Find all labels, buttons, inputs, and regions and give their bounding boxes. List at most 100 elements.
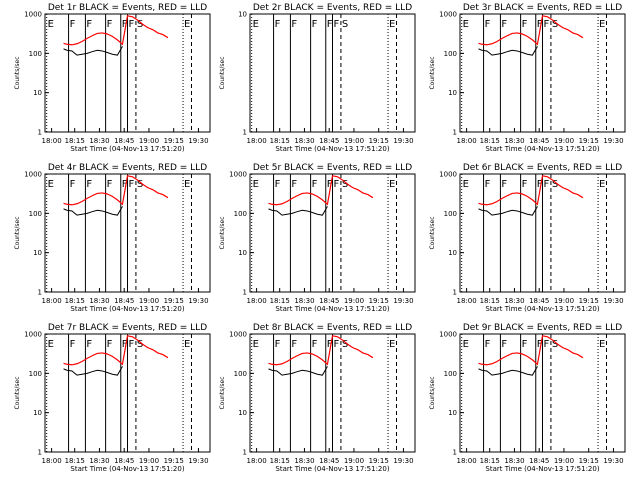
flag-marker: E xyxy=(253,19,259,30)
x-tick-label: 18:45 xyxy=(529,457,549,465)
y-tick-label: 10 xyxy=(238,249,247,257)
flag-marker: F xyxy=(129,19,135,30)
x-tick-label: 19:30 xyxy=(393,457,413,465)
x-tick-label: 18:30 xyxy=(504,457,524,465)
lld-series xyxy=(64,336,168,365)
events-series xyxy=(64,46,123,55)
x-tick-label: 18:30 xyxy=(89,137,109,145)
flag-marker: E xyxy=(389,19,395,30)
flag-marker: F xyxy=(501,19,507,30)
y-axis-label: Counts/sec xyxy=(429,216,436,249)
y-tick-label: 10 xyxy=(448,249,457,257)
x-tick-label: 18:45 xyxy=(529,297,549,305)
flag-marker: F xyxy=(275,339,281,350)
flag-marker: F xyxy=(312,339,318,350)
lld-series xyxy=(479,16,583,45)
flag-marker: F xyxy=(522,179,528,190)
chart-title: Det 5r BLACK = Events, RED = LLD xyxy=(253,163,412,173)
x-tick-label: 18:30 xyxy=(504,297,524,305)
flag-marker: E xyxy=(599,339,605,350)
flag-marker: F xyxy=(129,179,135,190)
flag-marker: E xyxy=(389,179,395,190)
x-tick-label: 18:00 xyxy=(247,297,267,305)
panel-2: Det 2r BLACK = Events, RED = LLD 1 10 18:00… xyxy=(219,3,415,153)
flag-marker: E xyxy=(463,179,469,190)
x-tick-label: 19:15 xyxy=(579,137,599,145)
y-tick-label: 1 xyxy=(243,129,247,137)
y-tick-label: 10 xyxy=(238,11,247,19)
flag-marker: F xyxy=(485,179,491,190)
figure: Det 1r BLACK = Events, RED = LLD11010010… xyxy=(0,0,640,480)
y-tick-label: 1000 xyxy=(439,331,457,339)
x-tick-label: 19:00 xyxy=(554,137,574,145)
x-tick-label: 19:30 xyxy=(393,297,413,305)
y-axis-label: Counts/sec xyxy=(219,56,226,89)
flag-marker: F xyxy=(327,19,333,30)
x-tick-label: 19:00 xyxy=(139,297,159,305)
y-tick-label: 100 xyxy=(29,370,42,378)
flag-marker: F xyxy=(70,179,76,190)
y-tick-label: 1000 xyxy=(24,331,42,339)
y-tick-label: 100 xyxy=(234,210,247,218)
y-tick-label: 10 xyxy=(33,249,42,257)
x-tick-label: 19:00 xyxy=(554,457,574,465)
panel-3: Det 3r BLACK = Events, RED = LLD11010010… xyxy=(429,3,625,153)
lld-series xyxy=(479,176,583,205)
y-tick-label: 1000 xyxy=(229,171,247,179)
flag-marker: F xyxy=(70,19,76,30)
events-series xyxy=(64,206,123,215)
y-tick-label: 1 xyxy=(453,449,457,457)
flag-marker: F xyxy=(485,19,491,30)
flag-marker: F xyxy=(129,339,135,350)
x-tick-label: 18:45 xyxy=(319,457,339,465)
flag-marker: F xyxy=(291,19,297,30)
x-axis-label: Start Time (04-Nov-13 17:51:20) xyxy=(70,465,184,473)
x-tick-label: 18:00 xyxy=(42,457,62,465)
x-tick-label: 19:15 xyxy=(579,297,599,305)
x-tick-label: 19:00 xyxy=(139,137,159,145)
flag-marker: F xyxy=(334,19,340,30)
x-axis-label: Start Time (04-Nov-13 17:51:20) xyxy=(485,305,599,313)
x-tick-label: 19:15 xyxy=(579,457,599,465)
flag-marker: F xyxy=(485,339,491,350)
x-tick-label: 18:00 xyxy=(247,137,267,145)
panel-9: Det 9r BLACK = Events, RED = LLD11010010… xyxy=(429,323,625,473)
panel-6: Det 6r BLACK = Events, RED = LLD 1 10 100 10… xyxy=(429,163,625,313)
flag-marker: E xyxy=(184,179,190,190)
flag-marker: F xyxy=(275,179,281,190)
events-series xyxy=(479,206,538,215)
x-tick-label: 19:30 xyxy=(603,457,623,465)
x-axis-label: Start Time (04-Nov-13 17:51:20) xyxy=(485,145,599,153)
flag-marker: E xyxy=(253,339,259,350)
x-tick-label: 18:30 xyxy=(89,457,109,465)
flag-marker: F xyxy=(291,339,297,350)
panel-5: Det 5r BLACK = Events, RED = LLD11010010… xyxy=(219,163,415,313)
panel-7: Det 7r BLACK = Events, RED = LLD11010010… xyxy=(14,323,210,473)
x-axis-label: Start Time (04-Nov-13 17:51:20) xyxy=(275,145,389,153)
flag-marker: E xyxy=(253,179,259,190)
flag-marker: E xyxy=(599,179,605,190)
x-tick-label: 18:15 xyxy=(480,457,500,465)
lld-series xyxy=(64,16,168,45)
flag-marker: F xyxy=(312,19,318,30)
x-tick-label: 19:15 xyxy=(369,457,389,465)
x-tick-label: 18:15 xyxy=(480,137,500,145)
x-tick-label: 18:45 xyxy=(319,137,339,145)
x-tick-label: 18:00 xyxy=(42,137,62,145)
flag-marker: F xyxy=(522,19,528,30)
flag-marker: E xyxy=(463,19,469,30)
x-tick-label: 19:15 xyxy=(164,297,184,305)
y-tick-label: 100 xyxy=(29,50,42,58)
x-tick-label: 19:30 xyxy=(393,137,413,145)
x-axis-label: Start Time (04-Nov-13 17:51:20) xyxy=(70,305,184,313)
y-tick-label: 1 xyxy=(38,289,42,297)
x-tick-label: 19:30 xyxy=(603,137,623,145)
chart-title: Det 9r BLACK = Events, RED = LLD xyxy=(463,323,622,333)
y-tick-label: 1 xyxy=(243,449,247,457)
x-axis-label: Start Time (04-Nov-13 17:51:20) xyxy=(275,305,389,313)
x-tick-label: 18:00 xyxy=(457,297,477,305)
flag-marker: E xyxy=(389,339,395,350)
y-tick-label: 10 xyxy=(448,409,457,417)
panel-4: Det 4r BLACK = Events, RED = LLD11010010… xyxy=(14,163,210,313)
flag-marker: E xyxy=(48,19,54,30)
